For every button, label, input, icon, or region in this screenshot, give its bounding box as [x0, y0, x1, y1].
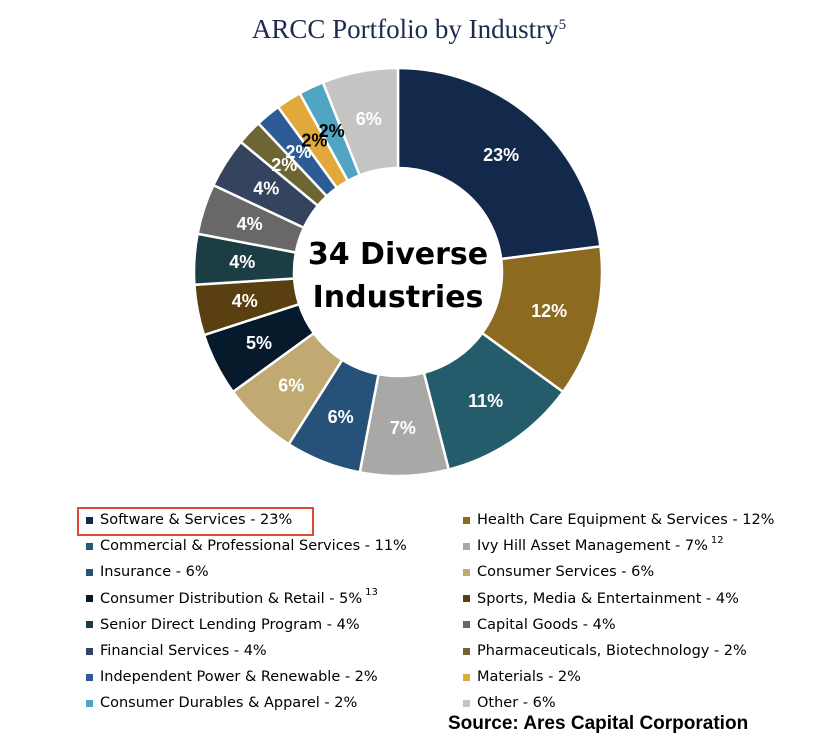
legend-label: Materials - 2% — [477, 669, 581, 686]
slice-software-services — [396, 66, 602, 261]
legend-label: Independent Power & Renewable - 2% — [100, 669, 378, 686]
legend-item: Senior Direct Lending Program - 4% — [86, 617, 360, 633]
slice-label: 6% — [356, 109, 382, 129]
legend-swatch — [463, 621, 470, 629]
legend-swatch — [86, 673, 93, 681]
legend-item: Consumer Durables & Apparel - 2% — [86, 695, 357, 711]
slice-label: 2% — [319, 121, 345, 141]
slice-label: 2% — [301, 130, 327, 150]
legend-label: Senior Direct Lending Program - 4% — [100, 616, 360, 633]
legend-swatch — [463, 647, 470, 655]
legend-label: Insurance - 6% — [100, 564, 209, 581]
legend-item: Materials - 2% — [463, 669, 581, 685]
slice-label: 4% — [229, 252, 255, 272]
slice-label: 5% — [246, 333, 272, 353]
donut-labels: 23%12%11%7%6%6%5%4%4%4%4%2%2%2%2%6% — [229, 109, 567, 438]
legend-label: Other - 6% — [477, 695, 556, 712]
slice-label: 2% — [271, 155, 297, 175]
center-label-line1: 34 Diverse — [308, 237, 488, 272]
legend-swatch — [86, 568, 93, 576]
slice-label: 6% — [328, 407, 354, 427]
legend-swatch — [86, 621, 93, 629]
legend-swatch — [463, 516, 470, 524]
slice-label: 6% — [278, 376, 304, 396]
legend-footnote: 12 — [710, 534, 724, 546]
legend-item: Consumer Distribution & Retail - 5% 13 — [86, 587, 378, 607]
legend-label: Consumer Services - 6% — [477, 564, 655, 581]
donut-chart: 23%12%11%7%6%6%5%4%4%4%4%2%2%2%2%6% 34 D… — [192, 66, 604, 478]
legend-swatch — [86, 542, 93, 550]
legend-label: Financial Services - 4% — [100, 643, 267, 659]
legend-label: Ivy Hill Asset Management - 7% — [477, 538, 708, 555]
legend-swatch — [463, 699, 470, 707]
slice-label: 11% — [468, 391, 503, 411]
legend-item: Independent Power & Renewable - 2% — [86, 669, 378, 685]
slice-other — [321, 66, 400, 177]
legend-swatch — [463, 673, 470, 681]
legend-item: Software & Services - 23% — [86, 512, 292, 528]
legend-item: Ivy Hill Asset Management - 7% 12 — [463, 534, 724, 555]
legend-item: Health Care Equipment & Services - 12% — [463, 512, 774, 528]
legend-swatch — [86, 647, 93, 655]
legend-swatch — [463, 568, 470, 576]
center-label-line2: Industries — [313, 280, 484, 315]
legend-swatch — [463, 595, 470, 603]
chart-title: ARCC Portfolio by Industry5 — [0, 14, 818, 45]
legend-item: Other - 6% — [463, 695, 556, 711]
legend-footnote: 13 — [365, 587, 378, 599]
legend-swatch — [463, 542, 470, 550]
legend-swatch — [86, 699, 93, 707]
slice-label: 7% — [390, 418, 416, 438]
source-note: Source: Ares Capital Corporation — [448, 713, 749, 734]
legend-item: Financial Services - 4% — [86, 643, 267, 659]
chart-title-text: ARCC Portfolio by Industry — [251, 14, 559, 44]
slice-label: 12% — [531, 301, 567, 321]
slice-label: 4% — [253, 178, 279, 198]
legend-highlight-box — [77, 507, 314, 536]
legend-label: Consumer Durables & Apparel - 2% — [100, 695, 358, 712]
legend-label: Software & Services - 23% — [100, 512, 293, 528]
legend-label: Consumer Distribution & Retail - 5% — [100, 590, 363, 607]
legend-item: Commercial & Professional Services - 11% — [86, 538, 407, 554]
legend-item: Capital Goods - 4% — [463, 617, 616, 633]
legend-label: Health Care Equipment & Services - 12% — [477, 512, 775, 528]
legend-item: Insurance - 6% — [86, 564, 209, 580]
slice-label: 2% — [286, 142, 312, 162]
legend-item: Pharmaceuticals, Biotechnology - 2% — [463, 643, 747, 659]
legend-swatch — [86, 595, 93, 603]
slice-label: 23% — [483, 145, 519, 165]
legend-label: Capital Goods - 4% — [477, 616, 616, 633]
legend-label: Commercial & Professional Services - 11% — [100, 538, 407, 555]
legend-item: Sports, Media & Entertainment - 4% — [463, 591, 739, 607]
slice-label: 4% — [232, 291, 258, 311]
legend-label: Pharmaceuticals, Biotechnology - 2% — [477, 643, 747, 659]
chart-title-footnote: 5 — [558, 17, 567, 33]
donut-slices — [192, 66, 604, 478]
legend-label: Sports, Media & Entertainment - 4% — [477, 590, 739, 607]
legend-item: Consumer Services - 6% — [463, 564, 654, 580]
legend-swatch — [86, 516, 93, 524]
slice-label: 4% — [237, 214, 263, 234]
